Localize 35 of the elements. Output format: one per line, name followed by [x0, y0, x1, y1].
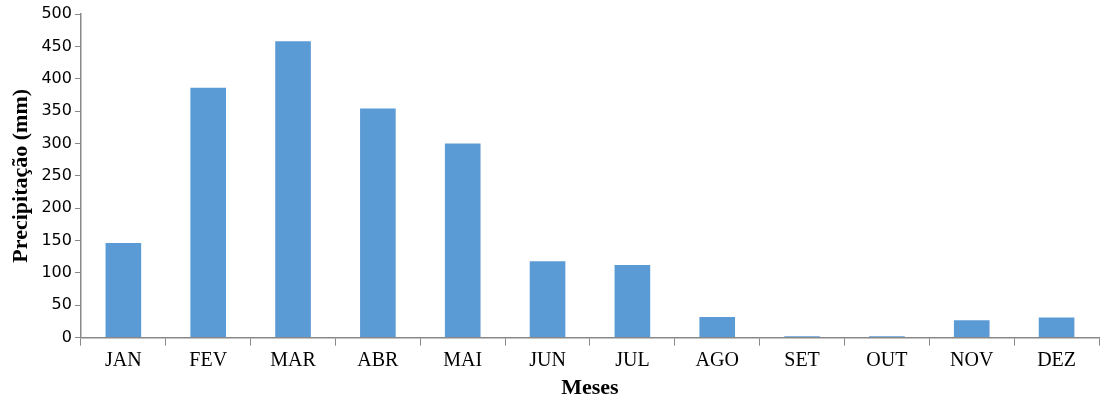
bar	[444, 143, 481, 338]
bar	[360, 108, 396, 338]
x-tick-label: MAI	[443, 347, 483, 370]
bar	[190, 87, 227, 338]
bar	[105, 243, 142, 338]
y-tick-label: 450	[41, 35, 72, 55]
bar	[275, 41, 311, 338]
x-tick-label: JUN	[529, 347, 566, 370]
x-tick-label: JUL	[615, 347, 650, 370]
x-tick-label: ABR	[357, 347, 400, 370]
x-tick-label: JAN	[105, 347, 142, 370]
y-axis-title: Precipitação (mm)	[6, 88, 32, 263]
bar	[953, 320, 990, 338]
y-tick-label: 0	[61, 326, 72, 346]
y-tick-label: 400	[41, 67, 72, 87]
y-tick-label: 50	[51, 294, 72, 314]
y-tick-label: 300	[41, 132, 72, 152]
x-axis-title: Meses	[561, 374, 620, 400]
x-tick-label: AGO	[695, 347, 739, 370]
x-tick-label: NOV	[950, 347, 994, 370]
bar	[614, 265, 651, 338]
bar	[529, 261, 566, 338]
y-tick-label: 350	[41, 100, 72, 120]
bar	[699, 316, 736, 338]
x-tick-label: OUT	[866, 347, 908, 370]
x-tick-label: SET	[784, 347, 820, 370]
x-tick-label: FEV	[189, 347, 228, 370]
y-tick-label: 250	[41, 164, 72, 184]
bar	[1038, 317, 1075, 338]
x-tick-label: MAR	[270, 347, 317, 370]
x-tick-label: DEZ	[1037, 347, 1077, 370]
y-tick-label: 200	[41, 197, 72, 217]
y-tick-label: 500	[41, 3, 72, 23]
y-tick-label: 150	[41, 229, 72, 249]
y-tick-label: 100	[41, 262, 72, 282]
